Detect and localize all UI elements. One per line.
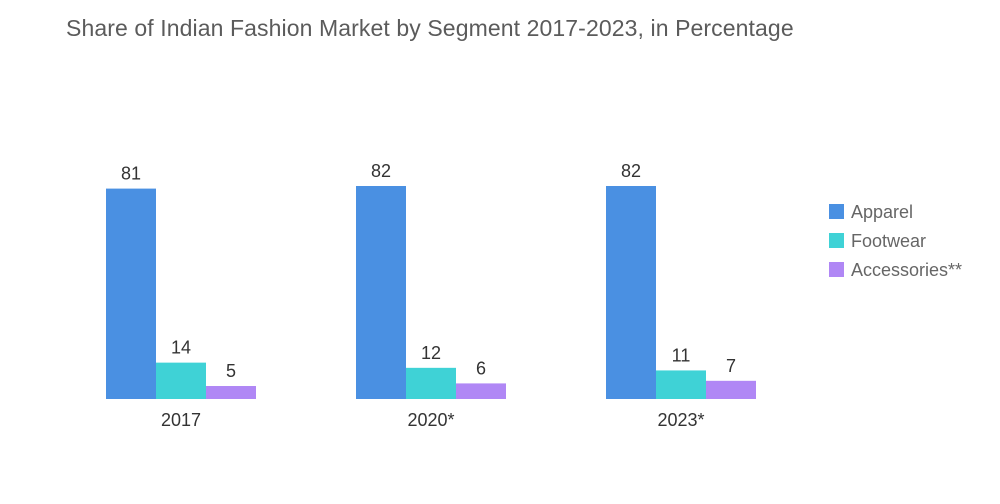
- legend-label-footwear: Footwear: [851, 231, 926, 251]
- legend: Apparel Footwear Accessories**: [829, 202, 962, 280]
- bar-accessories-2023: [706, 380, 756, 399]
- x-tick-label-2020: 2020*: [407, 410, 454, 430]
- data-label-footwear-2023: 11: [672, 345, 691, 365]
- legend-label-accessories: Accessories**: [851, 260, 962, 280]
- data-label-accessories-2023: 7: [726, 356, 736, 376]
- bar-apparel-2017: [106, 188, 156, 399]
- data-label-footwear-2017: 14: [171, 338, 191, 358]
- bar-accessories-2017: [206, 386, 256, 399]
- data-label-accessories-2017: 5: [226, 361, 236, 381]
- data-label-apparel-2023: 82: [621, 161, 641, 181]
- plot-area: 81 14 5 2017 82 12 6 2020* 82 11 7 2023*: [106, 161, 756, 430]
- legend-swatch-accessories: [829, 262, 844, 277]
- legend-label-apparel: Apparel: [851, 202, 913, 222]
- bar-accessories-2020: [456, 383, 506, 399]
- bar-footwear-2017: [156, 362, 206, 399]
- data-label-footwear-2020: 12: [421, 343, 441, 363]
- bar-footwear-2023: [656, 370, 706, 399]
- bar-apparel-2020: [356, 186, 406, 399]
- x-tick-label-2023: 2023*: [657, 410, 704, 430]
- data-label-accessories-2020: 6: [476, 358, 486, 378]
- x-tick-label-2017: 2017: [161, 410, 201, 430]
- legend-swatch-apparel: [829, 204, 844, 219]
- data-label-apparel-2020: 82: [371, 161, 391, 181]
- chart-title: Share of Indian Fashion Market by Segmen…: [66, 15, 794, 41]
- bar-apparel-2023: [606, 186, 656, 399]
- bar-footwear-2020: [406, 367, 456, 399]
- data-label-apparel-2017: 81: [121, 164, 141, 184]
- legend-swatch-footwear: [829, 233, 844, 248]
